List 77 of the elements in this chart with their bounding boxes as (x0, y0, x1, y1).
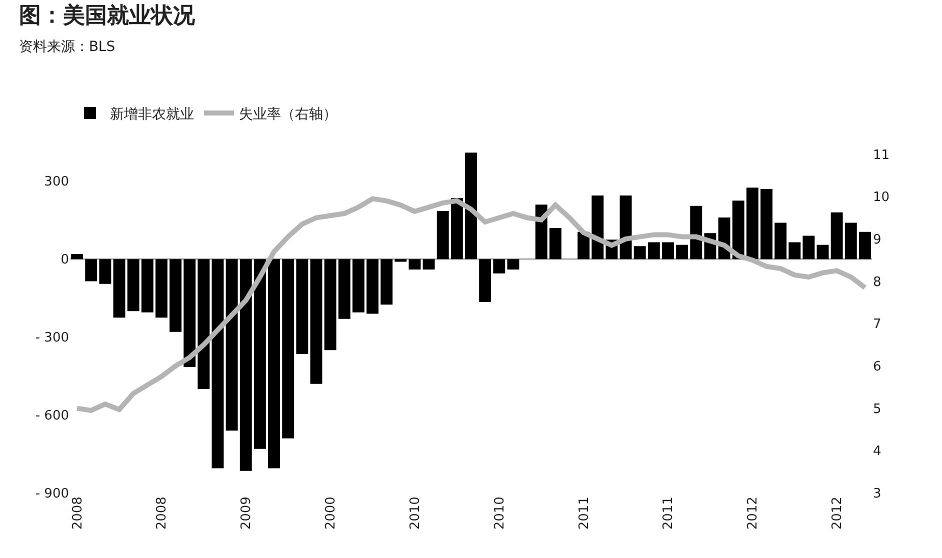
bar (366, 259, 378, 314)
bar (296, 259, 308, 354)
bar (774, 222, 787, 260)
y-tick-label: 0 (60, 252, 69, 268)
y-tick-label: - 300 (35, 330, 69, 346)
bar (507, 259, 520, 270)
bar (802, 236, 815, 260)
chart-subtitle: 资料来源：BLS (18, 38, 116, 55)
y2-tick-label: 9 (873, 232, 882, 248)
bar (226, 259, 238, 431)
bar (99, 259, 112, 284)
bar (830, 212, 843, 260)
y-tick-label: 300 (44, 174, 69, 190)
bar (479, 259, 492, 302)
x-tick-label: 2009 (239, 496, 254, 530)
bar (648, 242, 660, 260)
bar (324, 259, 336, 350)
bar (450, 198, 463, 260)
bar (493, 259, 506, 274)
bar (676, 244, 688, 260)
x-tick-label: 2008 (70, 496, 86, 530)
bar (268, 259, 280, 468)
y2-tick-label: 4 (873, 444, 882, 460)
bar (634, 246, 646, 260)
x-tick-label: 2011 (576, 496, 592, 530)
y-tick-label: - 900 (35, 486, 69, 502)
bar (620, 195, 632, 260)
y2-tick-label: 6 (873, 360, 882, 375)
legend-label: 新增非农就业 (110, 106, 194, 122)
legend-label: 失业率（右轴） (239, 106, 337, 122)
bar (858, 232, 871, 260)
y2-tick-label: 7 (873, 317, 882, 332)
bar (141, 259, 154, 312)
bar (788, 242, 801, 260)
x-tick-label: 2012 (746, 496, 761, 530)
bar (549, 228, 562, 260)
bar (85, 259, 98, 282)
x-tick-label: 2010 (492, 496, 508, 530)
y2-tick-label: 8 (873, 274, 882, 290)
bar (352, 259, 364, 312)
bar (254, 259, 266, 449)
bar (732, 200, 744, 260)
bar (436, 211, 449, 260)
bar (240, 259, 252, 471)
x-tick-label: 2008 (154, 496, 170, 530)
bar (155, 259, 168, 318)
bar (184, 259, 196, 367)
bar (212, 259, 224, 468)
y-tick-label: - 600 (35, 408, 69, 424)
bar (380, 259, 393, 305)
bar (816, 244, 829, 260)
bar (127, 259, 140, 312)
bar (844, 222, 857, 260)
bar (465, 152, 477, 260)
x-tick-label: 2011 (661, 496, 676, 530)
bar (113, 259, 126, 318)
bar (592, 195, 604, 260)
bar (662, 242, 674, 260)
bar (422, 259, 435, 270)
bar (170, 259, 182, 332)
bar (338, 259, 350, 319)
bar (408, 259, 421, 270)
bar (282, 259, 294, 438)
chart-title: 图：美国就业状况 (18, 2, 196, 28)
x-tick-label: 2012 (830, 496, 846, 530)
x-tick-label: 2000 (324, 496, 339, 530)
y2-tick-label: 5 (873, 402, 882, 417)
y2-tick-label: 10 (873, 190, 890, 206)
x-tick-label: 2010 (408, 496, 423, 530)
bar (760, 188, 772, 260)
y2-tick-label: 11 (873, 148, 890, 163)
bar (71, 254, 84, 260)
bar (310, 259, 322, 384)
bar (394, 259, 407, 262)
y2-tick-label: 3 (873, 486, 882, 502)
bar (198, 259, 210, 390)
bar (746, 188, 758, 260)
